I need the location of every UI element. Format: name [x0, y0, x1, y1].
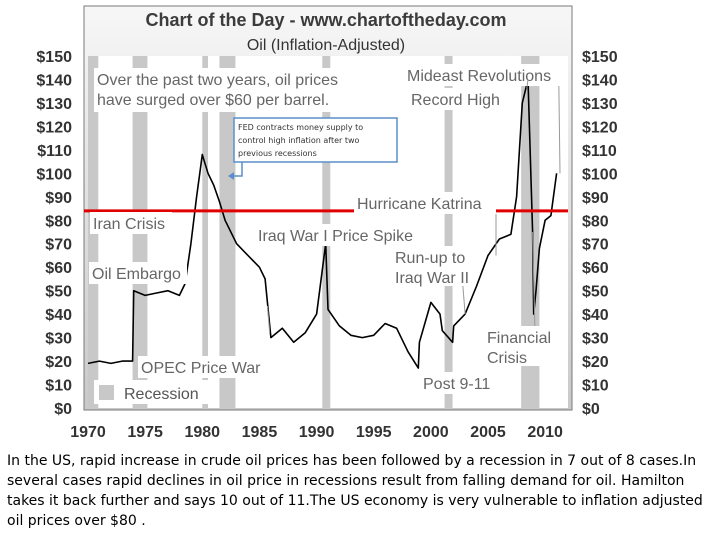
y-tick-label-right: $90 [582, 190, 609, 207]
annotation-iraq-war-ii-text: Run-up to [395, 250, 465, 267]
y-tick-label-right: $40 [582, 307, 609, 324]
y-tick-label-left: $20 [45, 354, 72, 371]
callout-arrow [232, 162, 243, 177]
annotation-iraq-war-ii-box [392, 246, 472, 286]
legend-label: Recession [124, 386, 199, 403]
recession-band [202, 56, 208, 408]
annotation-oil-embargo-box [89, 262, 187, 284]
x-tick-label: 1985 [242, 424, 278, 441]
x-tick-label: 2000 [413, 424, 449, 441]
y-tick-label-left: $120 [36, 119, 72, 136]
annotation-post-9-11-box [420, 372, 498, 394]
annotation-past-two-years-text: Over the past two years, oil prices [97, 72, 338, 89]
y-tick-label-left: $50 [45, 284, 72, 301]
y-tick-label-right: $130 [582, 96, 618, 113]
x-tick-label: 1975 [127, 424, 163, 441]
axis-ticks: $0 $0 $10 $10 $20 $20 $30 $30 $40 $40 $50 $50 $60 $60… [36, 49, 617, 441]
x-tick-label: 1995 [356, 424, 392, 441]
annotation-financial-crisis-text: Financial [487, 330, 551, 347]
y-tick-label-left: $110 [37, 143, 72, 160]
y-tick-label-right: $150 [582, 49, 618, 66]
callout-line-3: previous recessions [238, 149, 317, 158]
y-tick-label-right: $80 [582, 213, 609, 230]
y-tick-label-right: $60 [582, 260, 609, 277]
y-tick-label-right: $110 [582, 143, 617, 160]
annotation-pointer [526, 79, 529, 89]
fed-callout: FED contracts money supply to control hi… [228, 117, 398, 180]
annotation-mideast-revolutions-box [404, 64, 556, 86]
y-tick-label-left: $80 [45, 213, 72, 230]
price-series [87, 78, 558, 369]
y-tick-label-left: $100 [36, 166, 72, 183]
annotation-past-two-years-text: have surged over $60 per barrel. [97, 92, 329, 109]
caption-text: In the US, rapid increase in crude oil p… [7, 453, 703, 529]
annotation-record-high-text: Record High [411, 92, 500, 109]
recession-band [219, 56, 236, 408]
chart-title: Oil (Inflation-Adjusted) [247, 37, 405, 54]
y-tick-label-left: $60 [45, 260, 72, 277]
annotations: Over the past two years, oil prices have … [89, 64, 561, 394]
annotation-iraq-war-ii-text: Iraq War II [395, 270, 469, 287]
annotation-opec-price-war-text: OPEC Price War [141, 360, 261, 377]
x-tick-label: 1980 [184, 424, 220, 441]
annotation-iraq-war-i-box [255, 224, 415, 246]
y-tick-label-left: $150 [36, 49, 72, 66]
y-tick-label-left: $10 [45, 378, 72, 395]
legend: Recession [94, 380, 212, 404]
y-tick-label-left: $40 [45, 307, 72, 324]
y-tick-label-left: $0 [54, 401, 72, 418]
y-tick-label-right: $50 [582, 284, 609, 301]
x-tick-label: 1990 [299, 424, 335, 441]
callout-line-1: FED contracts money supply to [238, 123, 363, 132]
annotation-pointer [462, 285, 466, 315]
legend-swatch [99, 385, 114, 400]
x-tick-label: 2010 [527, 424, 563, 441]
y-tick-label-left: $130 [36, 96, 72, 113]
y-tick-label-right: $140 [582, 72, 618, 89]
y-tick-label-right: $0 [582, 401, 600, 418]
annotation-iraq-war-i-text: Iraq War I Price Spike [258, 228, 413, 245]
annotation-post-9-11-text: Post 9-11 [423, 376, 490, 393]
y-tick-label-left: $140 [36, 72, 72, 89]
callout-box [233, 117, 398, 163]
y-tick-label-right: $20 [582, 354, 609, 371]
annotation-record-high-box [408, 88, 508, 110]
chart-banner: Chart of the Day - www.chartoftheday.com [145, 10, 506, 30]
annotation-iran-crisis-text: Iran Crisis [93, 216, 165, 233]
x-tick-label: 2005 [470, 424, 506, 441]
y-tick-label-left: $70 [45, 237, 72, 254]
y-tick-label-right: $100 [582, 166, 618, 183]
y-tick-label-right: $70 [582, 237, 609, 254]
annotation-hurricane-katrina-text: Hurricane Katrina [357, 196, 482, 213]
y-tick-label-left: $90 [45, 190, 72, 207]
y-tick-label-right: $30 [582, 331, 609, 348]
annotation-financial-crisis-box [484, 326, 558, 366]
annotation-oil-embargo-text: Oil Embargo [92, 266, 181, 283]
annotation-past-two-years-box [94, 68, 344, 112]
y-tick-label-left: $30 [45, 331, 72, 348]
annotation-mideast-revolutions-text: Mideast Revolutions [407, 68, 551, 85]
annotation-pointer [266, 305, 271, 333]
annotation-hurricane-katrina-box [354, 192, 496, 214]
recession-band [444, 56, 453, 408]
annotation-opec-price-war-box [138, 356, 266, 378]
annotation-financial-crisis-text: Crisis [487, 350, 527, 367]
callout-arrowhead [228, 172, 234, 180]
y-tick-label-right: $120 [582, 119, 618, 136]
callout-line-2: control high inflation after two [238, 136, 360, 145]
annotation-iran-crisis-box [90, 212, 172, 234]
price-line [87, 78, 558, 369]
annotation-pointer [532, 231, 536, 327]
oil-price-chart: Chart of the Day - www.chartoftheday.com… [36, 5, 618, 441]
y-tick-label-right: $10 [582, 378, 609, 395]
annotation-pointer [558, 85, 561, 174]
x-tick-label: 1970 [70, 424, 106, 441]
